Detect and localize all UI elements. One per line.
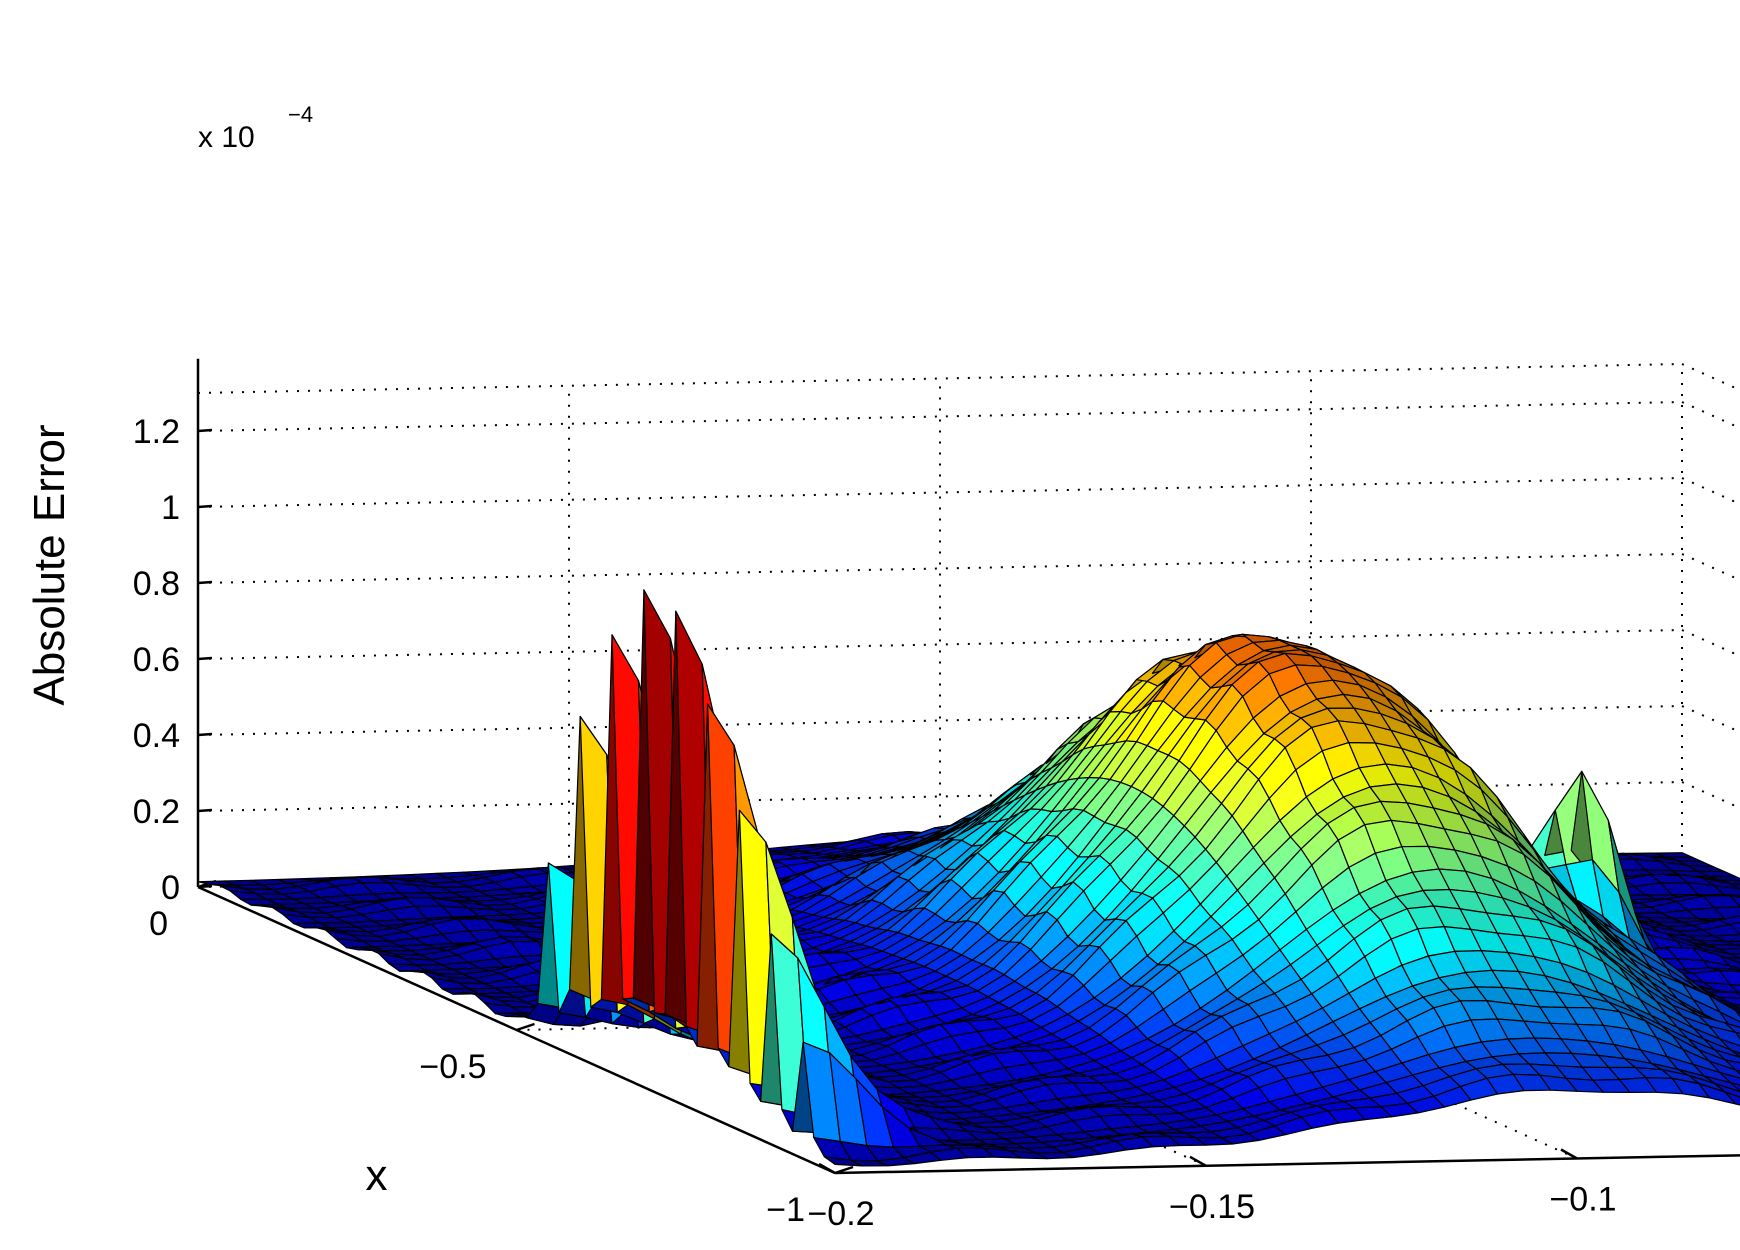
z-tick bbox=[197, 504, 213, 509]
grid-line bbox=[197, 363, 1683, 394]
surface-patch bbox=[1718, 947, 1740, 955]
grid-line bbox=[1681, 401, 1740, 430]
z-tick-label: 1 bbox=[161, 489, 180, 527]
grid-line bbox=[1681, 553, 1740, 582]
surface-patch bbox=[1702, 877, 1740, 890]
x-tick-label: −0.5 bbox=[419, 1048, 486, 1086]
surface-patch bbox=[1713, 933, 1740, 942]
z-tick bbox=[197, 580, 213, 585]
t-tick bbox=[1560, 1148, 1578, 1160]
surface-patch bbox=[1718, 954, 1740, 969]
x-tick-label: −1 bbox=[766, 1191, 805, 1229]
surface-patch bbox=[1729, 894, 1740, 908]
surface-patch bbox=[1702, 894, 1740, 909]
t-tick bbox=[818, 1162, 836, 1175]
surface-patch bbox=[1729, 882, 1740, 890]
surface-patch bbox=[1724, 940, 1740, 946]
surface-patch bbox=[1734, 943, 1740, 947]
x-tick-label: 0 bbox=[149, 905, 168, 943]
grid-line bbox=[197, 629, 1683, 660]
z-scale-exponent: −4 bbox=[288, 102, 313, 127]
grid-line bbox=[1681, 363, 1740, 392]
surface-patch bbox=[1702, 923, 1740, 937]
z-tick bbox=[197, 656, 213, 661]
error-surface bbox=[197, 589, 1740, 1167]
z-tick-label: 0.6 bbox=[133, 641, 180, 679]
t-tick-label: −0.2 bbox=[807, 1195, 874, 1233]
z-tick-label: 0.2 bbox=[133, 793, 180, 831]
t-tick-label: −0.15 bbox=[1169, 1188, 1255, 1226]
z-tick bbox=[197, 428, 213, 433]
grid-line bbox=[197, 705, 1683, 736]
z-tick-label: 0.8 bbox=[133, 565, 180, 603]
surface-patch bbox=[1729, 921, 1740, 935]
z-scale-multiplier: x 10 bbox=[198, 121, 255, 154]
surface-patch bbox=[1729, 953, 1740, 959]
surface-patch bbox=[1718, 915, 1740, 926]
grid-line bbox=[197, 477, 1683, 508]
z-tick bbox=[197, 808, 213, 813]
t-tick-label: −0.1 bbox=[1549, 1181, 1616, 1219]
surface-patch bbox=[1713, 906, 1740, 920]
x-axis-title: x bbox=[366, 1151, 388, 1200]
t-tick bbox=[1189, 1155, 1207, 1167]
x-tick bbox=[516, 1022, 535, 1032]
z-axis-title: Absolute Error bbox=[25, 424, 74, 705]
surface-patch bbox=[1707, 875, 1740, 882]
z-tick-label: 0 bbox=[161, 869, 180, 907]
z-tick-label: 0.4 bbox=[133, 717, 180, 755]
z-tick-label: 1.2 bbox=[133, 413, 180, 451]
grid-line bbox=[197, 553, 1683, 584]
grid-line bbox=[197, 401, 1683, 432]
surface-patch bbox=[1708, 944, 1740, 950]
x-tick bbox=[834, 1165, 854, 1175]
grid-line bbox=[1681, 477, 1740, 506]
z-tick bbox=[197, 732, 213, 737]
surface-patch bbox=[1713, 884, 1740, 896]
